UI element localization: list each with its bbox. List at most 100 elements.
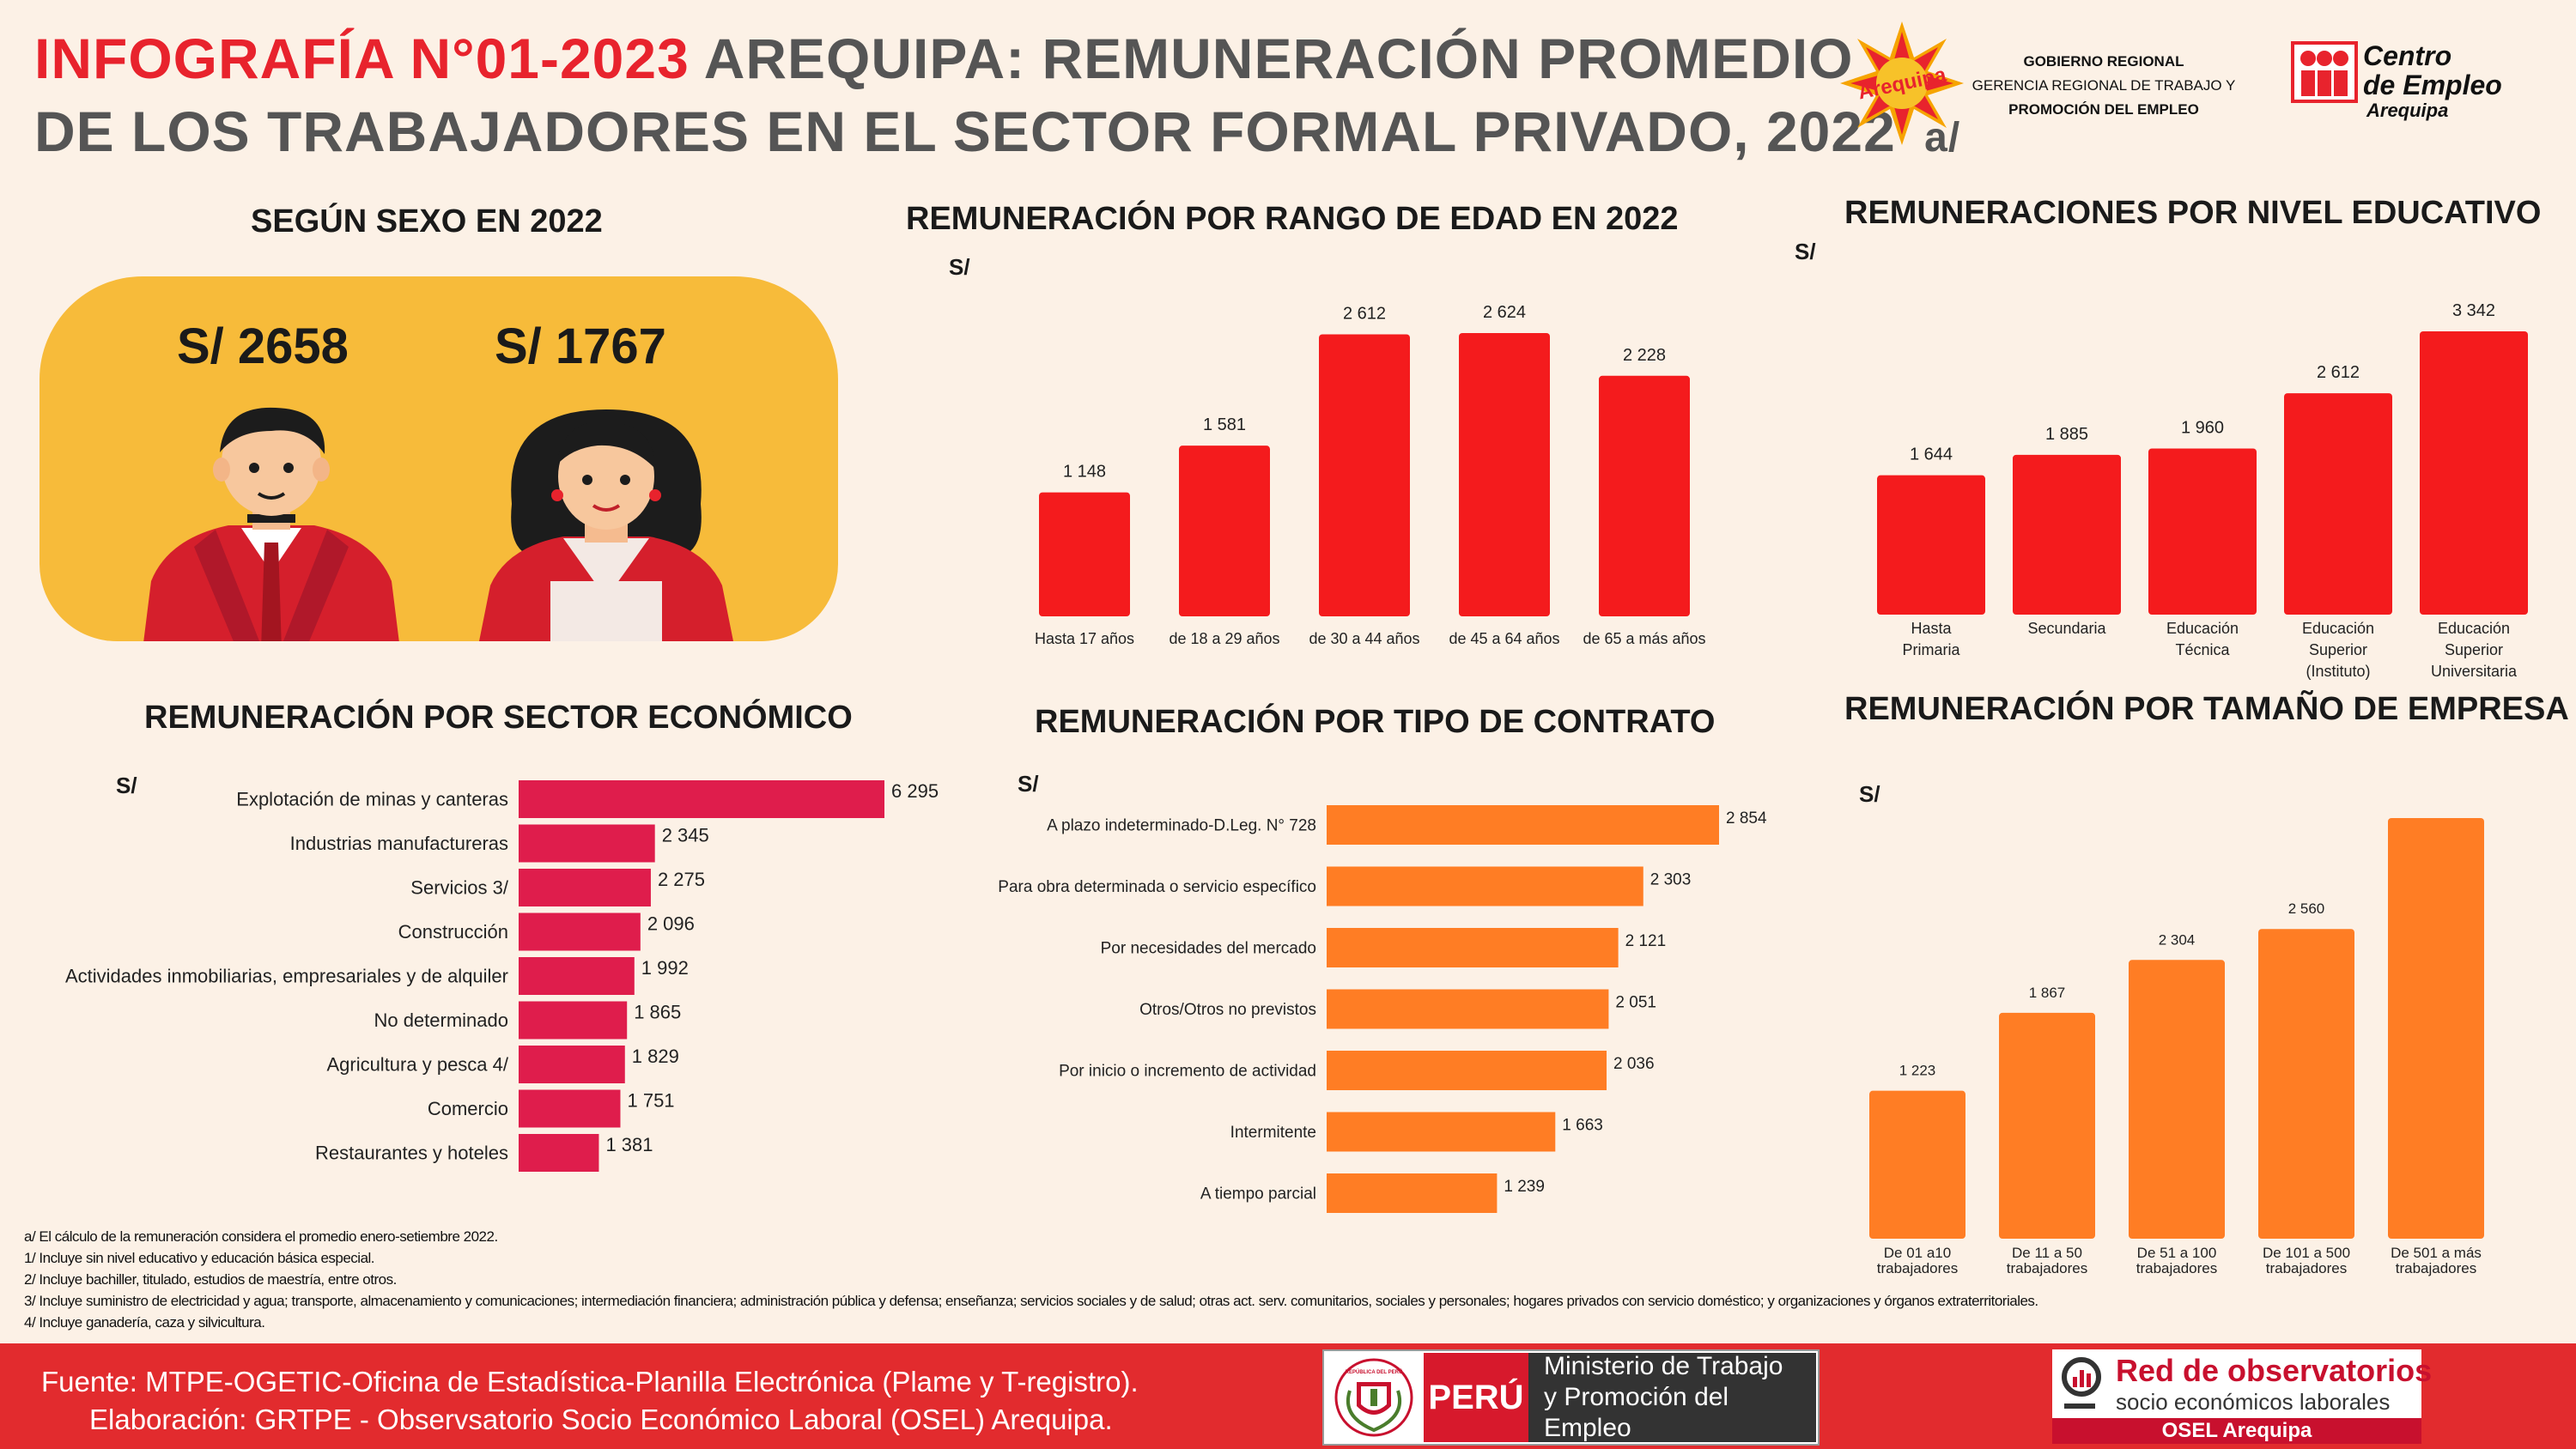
bar bbox=[1327, 1173, 1498, 1213]
category-label: De 11 a 50 bbox=[2012, 1245, 2082, 1261]
age-chart-title: REMUNERACIÓN POR RANGO DE EDAD EN 2022 bbox=[906, 201, 1679, 237]
female-salary: S/ 1767 bbox=[495, 318, 666, 374]
bar bbox=[1327, 928, 1619, 967]
category-label: trabajadores bbox=[1877, 1260, 1959, 1276]
bar bbox=[1039, 492, 1130, 616]
red-line1: Red de observatorios bbox=[2116, 1353, 2433, 1388]
category-label: A plazo indeterminado-D.Leg. N° 728 bbox=[1047, 817, 1316, 835]
peru-red-block: PERÚ bbox=[1424, 1353, 1528, 1442]
peru-seal-icon: REPÚBLICA DEL PERÚ bbox=[1334, 1358, 1413, 1437]
centro-empleo-text: Centro de Empleo Arequipa bbox=[2363, 41, 2502, 122]
category-label: Explotación de minas y canteras bbox=[236, 789, 508, 810]
data-label: 1 581 bbox=[1203, 415, 1246, 434]
education-bar-chart: 1 644 Hasta Primaria 1 885 Secundaria 1 960 Ed… bbox=[1877, 301, 2528, 680]
data-label: 2 275 bbox=[658, 869, 705, 890]
title-subject: AREQUIPA: REMUNERACIÓN PROMEDIO bbox=[703, 27, 1854, 90]
age-chart-unit: S/ bbox=[949, 254, 970, 280]
data-label: 3 342 bbox=[2452, 301, 2495, 320]
category-label: Por necesidades del mercado bbox=[1101, 940, 1316, 958]
category-label: No determinado bbox=[374, 1009, 508, 1031]
category-label: De 01 a10 bbox=[1884, 1245, 1951, 1261]
bar bbox=[519, 957, 635, 995]
data-label: 2 612 bbox=[2317, 363, 2360, 382]
education-chart-title: REMUNERACIONES POR NIVEL EDUCATIVO bbox=[1844, 195, 2542, 231]
centro-line2: de Empleo bbox=[2363, 70, 2502, 100]
female-worker-icon bbox=[479, 409, 733, 641]
bar bbox=[2388, 818, 2484, 1239]
data-label: 2 854 bbox=[1726, 809, 1767, 828]
category-label: trabajadores bbox=[2007, 1260, 2088, 1276]
footer-source: Fuente: MTPE-OGETIC-Oficina de Estadísti… bbox=[41, 1363, 1139, 1439]
category-label: De 51 a 100 bbox=[2137, 1245, 2217, 1261]
contract-bar-chart: 2 854 A plazo indeterminado-D.Leg. N° 728… bbox=[998, 805, 1767, 1213]
data-label: 1 223 bbox=[1899, 1063, 1936, 1079]
data-label: 1 239 bbox=[1504, 1178, 1545, 1196]
sector-chart-title: REMUNERACIÓN POR SECTOR ECONÓMICO bbox=[144, 700, 853, 736]
gov-line1: GOBIERNO REGIONAL bbox=[2023, 53, 2184, 70]
bar bbox=[519, 869, 651, 906]
category-label: de 30 a 44 años bbox=[1309, 630, 1419, 647]
data-label: 2 228 bbox=[1623, 346, 1666, 365]
category-label: Universitaria bbox=[2431, 663, 2518, 680]
category-label: Primaria bbox=[1902, 641, 1960, 658]
data-label: 1 829 bbox=[632, 1046, 679, 1067]
category-label: Hasta 17 años bbox=[1035, 630, 1134, 647]
footnote-a: a/ El cálculo de la remuneración conside… bbox=[24, 1228, 498, 1245]
sector-bar-chart: 6 295 Explotación de minas y canteras 2 34… bbox=[65, 780, 939, 1172]
bar bbox=[2420, 331, 2528, 615]
title-number: INFOGRAFÍA N°01-2023 bbox=[34, 27, 690, 90]
footnote-4: 4/ Incluye ganadería, caza y silvicultur… bbox=[24, 1314, 265, 1331]
male-salary: S/ 2658 bbox=[177, 318, 349, 374]
data-label: 2 051 bbox=[1615, 994, 1656, 1012]
footer-source-line: Fuente: MTPE-OGETIC-Oficina de Estadísti… bbox=[41, 1366, 1139, 1397]
category-label: trabajadores bbox=[2136, 1260, 2218, 1276]
category-label: Construcción bbox=[398, 921, 508, 943]
ministry-name: Ministerio de Trabajo y Promoción del Em… bbox=[1528, 1352, 1816, 1442]
infographic-title-line2: DE LOS TRABAJADORES EN EL SECTOR FORMAL … bbox=[34, 99, 1960, 164]
centro-line3: Arequipa bbox=[2366, 100, 2449, 121]
category-label: Actividades inmobiliarias, empresariales… bbox=[65, 966, 508, 987]
company-size-chart-title: REMUNERACIÓN POR TAMAÑO DE EMPRESA bbox=[1844, 691, 2569, 727]
bar bbox=[1327, 805, 1719, 845]
bar bbox=[1179, 446, 1270, 616]
data-label: 1 992 bbox=[641, 957, 689, 979]
bar bbox=[2129, 960, 2225, 1239]
bar bbox=[1319, 334, 1410, 616]
data-label: 1 751 bbox=[627, 1090, 674, 1112]
ministry-line1: Ministerio de Trabajo bbox=[1544, 1352, 1783, 1380]
sex-section-title: SEGÚN SEXO EN 2022 bbox=[251, 203, 603, 239]
category-label: Superior bbox=[2445, 641, 2503, 658]
education-chart-unit: S/ bbox=[1795, 239, 1816, 264]
bar bbox=[519, 1134, 599, 1172]
centro-line1: Centro bbox=[2363, 40, 2452, 71]
footnote-3: 3/ Incluye suministro de electricidad y … bbox=[24, 1293, 2038, 1309]
bar bbox=[1999, 1012, 2095, 1239]
data-label: 1 381 bbox=[605, 1134, 653, 1155]
ministry-logo: REPÚBLICA DEL PERÚ PERÚ Ministerio de Tr… bbox=[1322, 1349, 1820, 1446]
sex-panel: S/ 2658 S/ 1767 bbox=[39, 276, 838, 641]
gov-line3: PROMOCIÓN DEL EMPLEO bbox=[2008, 101, 2199, 118]
sector-chart-unit: S/ bbox=[116, 773, 137, 798]
bar bbox=[519, 1089, 621, 1128]
data-label: 2 304 bbox=[2159, 931, 2196, 948]
bar bbox=[2148, 448, 2257, 615]
category-label: Agricultura y pesca 4/ bbox=[326, 1054, 508, 1076]
category-label: Industrias manufactureras bbox=[290, 833, 508, 854]
arequipa-sun-logo: Arequipa bbox=[1840, 21, 1964, 145]
bar bbox=[519, 912, 641, 951]
category-label: Hasta bbox=[1911, 620, 1952, 637]
data-label: 1 663 bbox=[1562, 1117, 1603, 1135]
contract-chart-unit: S/ bbox=[1018, 771, 1039, 797]
bar bbox=[1327, 989, 1609, 1029]
ministry-line2: y Promoción del Empleo bbox=[1544, 1383, 1729, 1442]
category-label: Comercio bbox=[428, 1098, 508, 1119]
bar bbox=[1327, 1112, 1556, 1152]
data-label: 1 867 bbox=[2029, 985, 2066, 1001]
gov-regional-text: GOBIERNO REGIONAL GERENCIA REGIONAL DE T… bbox=[1962, 50, 2245, 122]
data-label: 2 121 bbox=[1625, 932, 1667, 950]
category-label: Educación bbox=[2438, 620, 2510, 637]
red-line2: socio económicos laborales bbox=[2116, 1389, 2391, 1415]
data-label: 2 345 bbox=[662, 825, 709, 846]
category-label: Educación bbox=[2166, 620, 2239, 637]
